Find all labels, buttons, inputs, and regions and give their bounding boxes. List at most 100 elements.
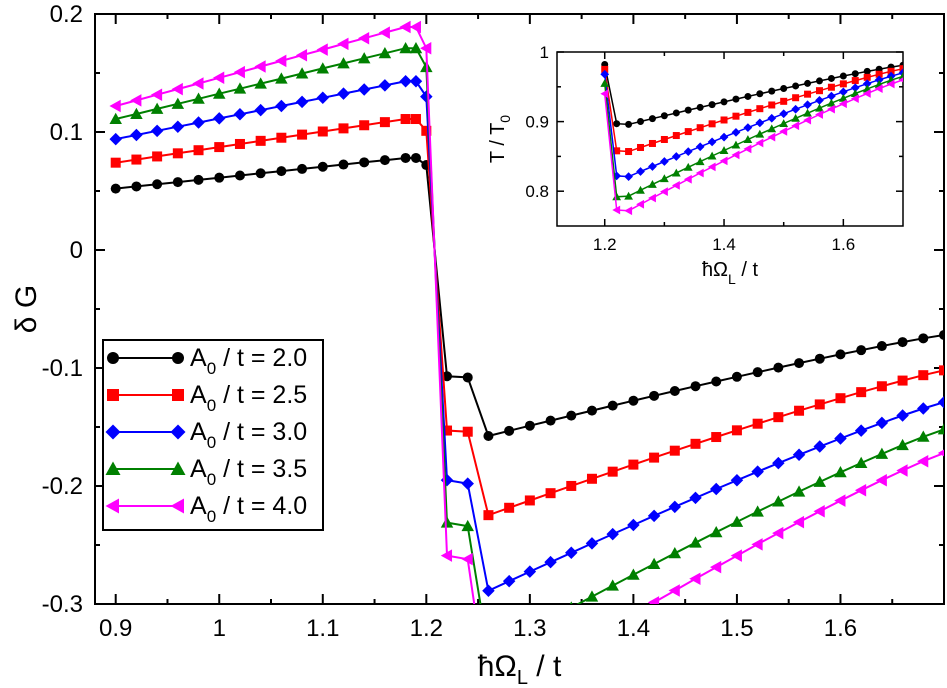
- data-point: [649, 390, 660, 401]
- inset-data-point: [779, 127, 788, 136]
- inset-data-point: [839, 72, 847, 80]
- inset-data-point: [707, 162, 716, 172]
- data-point: [875, 473, 887, 487]
- data-point: [709, 525, 723, 538]
- data-point: [410, 152, 421, 163]
- inset-data-point: [660, 174, 669, 183]
- inset-data-point: [743, 123, 753, 132]
- inset-data-point: [743, 135, 753, 144]
- legend-label: A0 / t = 3.5: [190, 455, 307, 489]
- data-point: [109, 99, 121, 113]
- inset-data-point: [792, 82, 800, 90]
- inset-data-point: [719, 146, 729, 154]
- inset-data-point: [850, 94, 859, 103]
- inset-data-point: [601, 65, 609, 73]
- inset-data-point: [624, 191, 633, 200]
- data-point: [586, 632, 597, 645]
- data-point: [316, 62, 330, 74]
- data-point: [937, 423, 944, 435]
- data-point: [504, 502, 515, 513]
- inset-data-point: [671, 152, 681, 161]
- inset-y-tick-label: 0.8: [525, 182, 549, 201]
- inset-data-point: [780, 97, 788, 105]
- data-point: [647, 596, 660, 604]
- data-point: [399, 41, 412, 54]
- legend-marker: [105, 498, 119, 514]
- inset-data-point: [756, 105, 764, 113]
- inset-data-point: [719, 132, 729, 142]
- inset-data-point: [838, 93, 848, 102]
- data-point: [647, 509, 661, 523]
- data-point: [400, 114, 411, 125]
- data-point: [834, 466, 847, 478]
- data-point: [409, 20, 421, 34]
- inset-data-point: [803, 100, 812, 110]
- data-point: [647, 557, 661, 569]
- data-point: [731, 425, 742, 436]
- inset-data-point: [804, 79, 812, 87]
- inset-data-point: [683, 147, 693, 157]
- inset-x-tick-label: 1.4: [712, 235, 736, 254]
- inset-data-point: [851, 70, 859, 78]
- data-point: [917, 430, 930, 442]
- inset-data-point: [827, 91, 836, 101]
- inset-data-point: [636, 167, 645, 176]
- legend-marker: [105, 424, 121, 440]
- data-point: [378, 79, 392, 92]
- data-point: [690, 438, 701, 449]
- data-point: [814, 399, 825, 410]
- data-point: [150, 102, 164, 114]
- inset-data-point: [804, 90, 812, 98]
- data-point: [524, 495, 535, 506]
- inset-data-point: [767, 132, 776, 142]
- inset-data-point: [755, 129, 765, 138]
- data-point: [254, 60, 266, 73]
- x-axis-label: ħΩL / t: [478, 650, 562, 688]
- inset-data-point: [744, 92, 752, 100]
- legend-label: A0 / t = 4.0: [190, 492, 307, 526]
- data-point: [503, 682, 514, 688]
- inset-data-point: [719, 156, 728, 166]
- data-point: [917, 454, 929, 468]
- data-point: [212, 87, 226, 99]
- y-tick-label: 0: [70, 237, 83, 264]
- inset-data-point: [755, 118, 765, 128]
- inset-data-point: [862, 79, 872, 89]
- inset-data-point: [696, 124, 704, 132]
- data-point: [876, 381, 887, 392]
- data-point: [668, 584, 680, 597]
- inset-data-point: [708, 101, 716, 109]
- data-point: [420, 41, 432, 55]
- inset-data-point: [624, 172, 633, 181]
- inset-data-point: [780, 85, 788, 93]
- inset-data-point: [720, 116, 728, 124]
- data-point: [192, 77, 204, 90]
- data-point: [896, 464, 908, 477]
- inset-data-point: [731, 127, 741, 137]
- data-point: [918, 370, 929, 381]
- legend-marker: [170, 461, 186, 475]
- data-point: [275, 54, 287, 68]
- data-point: [628, 459, 639, 470]
- data-point: [730, 474, 744, 487]
- x-tick-label: 1: [213, 615, 226, 642]
- data-point: [751, 538, 763, 551]
- data-point: [586, 473, 597, 484]
- data-point: [379, 155, 390, 166]
- data-point: [378, 47, 392, 59]
- inset-data-point: [827, 83, 835, 91]
- inset-data-point: [791, 113, 800, 122]
- data-point: [131, 154, 142, 165]
- inset-data-point: [815, 103, 824, 112]
- inset-data-point: [803, 108, 812, 117]
- y-tick-label: 0.1: [50, 119, 83, 146]
- data-point: [337, 37, 349, 51]
- inset-data-point: [815, 87, 823, 95]
- data-point: [813, 440, 827, 453]
- data-point: [751, 465, 764, 478]
- data-point: [192, 92, 205, 104]
- data-point: [409, 41, 423, 54]
- data-point: [234, 138, 245, 149]
- inset-data-point: [792, 94, 800, 102]
- inset-data-point: [862, 89, 871, 98]
